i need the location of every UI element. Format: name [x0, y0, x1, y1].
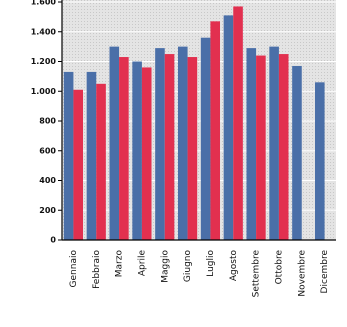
x-tick-label: Aprile	[137, 250, 147, 277]
x-tick-label: Gennaio	[69, 250, 79, 288]
bar	[200, 37, 211, 241]
bar	[164, 54, 175, 240]
x-tick-label: Giugno	[183, 250, 193, 283]
x-tick-label: Ottobre	[274, 250, 284, 285]
x-tick-label: Marzo	[115, 250, 125, 278]
y-tick-label: 200	[39, 206, 56, 215]
bar	[223, 15, 234, 241]
bar	[278, 54, 289, 240]
bar	[177, 46, 188, 240]
y-tick-label: 400	[39, 176, 56, 185]
bar	[269, 46, 279, 240]
y-tick-label: 1.400	[31, 27, 57, 36]
x-tick-label: Settembre	[252, 250, 262, 298]
bar	[233, 6, 243, 241]
y-tick-label: 0	[50, 236, 56, 245]
x-tick-label: Luglio	[206, 250, 216, 277]
y-tick-label: 800	[39, 117, 56, 126]
x-tick-label: Dicembre	[320, 250, 330, 294]
bar	[210, 21, 221, 241]
bar	[109, 46, 120, 240]
bar	[73, 89, 84, 240]
plot-background	[62, 0, 336, 240]
x-tick-label: Maggio	[160, 250, 170, 283]
bar	[155, 48, 165, 240]
bar	[314, 82, 325, 240]
y-tick-label: 600	[39, 146, 56, 155]
bar	[292, 65, 302, 241]
y-tick-label: 1.000	[31, 87, 57, 96]
bar	[86, 71, 97, 240]
bar	[256, 55, 266, 240]
bar	[141, 67, 152, 240]
y-tick-label: 1.200	[31, 57, 57, 66]
y-tick-label: 1.600	[31, 0, 57, 7]
bar	[63, 71, 74, 240]
x-tick-label: Febbraio	[92, 250, 102, 289]
x-tick-label: Agosto	[229, 250, 239, 282]
bar	[246, 48, 257, 240]
x-tick-label: Novembre	[297, 250, 307, 297]
bar	[119, 57, 129, 240]
bar	[96, 83, 106, 240]
bar	[132, 61, 142, 240]
bar	[187, 57, 198, 240]
